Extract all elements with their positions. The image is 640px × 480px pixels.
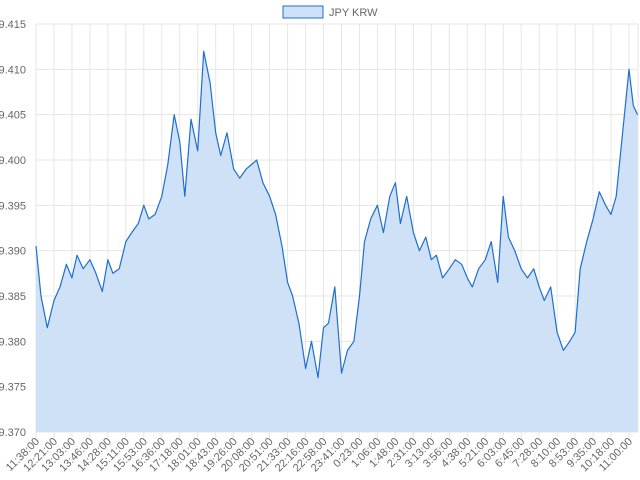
y-tick-label: 9.400 [0,155,26,167]
y-tick-label: 9.410 [0,64,26,76]
series-area [35,50,639,432]
series-line [35,50,639,379]
y-tick-label: 9.370 [0,427,26,439]
y-axis: 9.370 9.375 9.380 9.385 9.390 9.395 9.400 9.405… [0,19,26,439]
y-tick-label: 9.385 [0,291,26,303]
legend-swatch[interactable] [282,5,324,19]
series-area-fill [36,51,638,432]
y-tick-label: 9.395 [0,200,26,212]
y-tick-label: 9.375 [0,382,26,394]
legend[interactable]: JPY KRW [282,5,378,19]
y-tick-label: 9.390 [0,246,26,258]
y-tick-label: 9.405 [0,110,26,122]
y-tick-label: 9.380 [0,336,26,348]
y-tick-label: 9.415 [0,19,26,31]
legend-label[interactable]: JPY KRW [329,7,378,19]
x-axis: 11:38:0012:21:0013:03:0013:46:0014:28:00… [4,436,635,475]
